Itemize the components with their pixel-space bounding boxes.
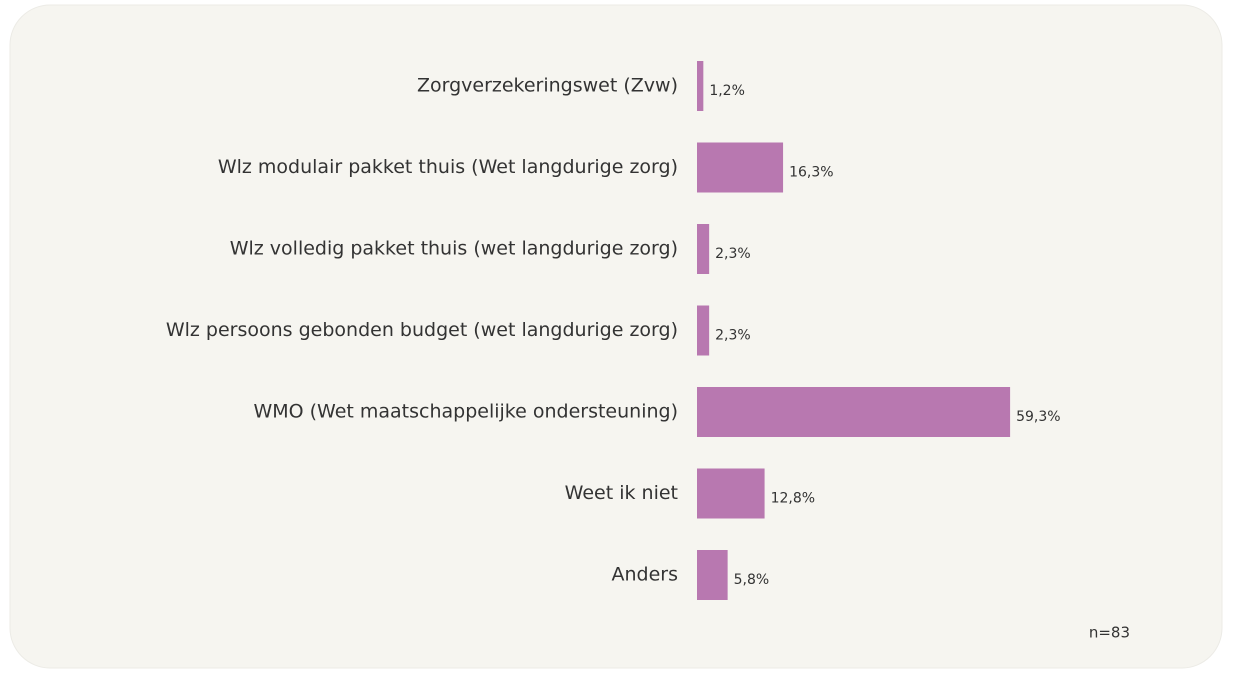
category-label: Zorgverzekeringswet (Zvw) xyxy=(417,75,678,97)
bar xyxy=(697,468,765,519)
value-label: 5,8% xyxy=(734,572,770,588)
bar xyxy=(697,387,1011,437)
value-label: 59,3% xyxy=(1016,409,1060,425)
bar xyxy=(697,142,784,193)
value-label: 12,8% xyxy=(771,491,815,507)
category-label: Anders xyxy=(612,564,679,586)
value-label: 2,3% xyxy=(715,328,751,344)
bar xyxy=(697,305,710,356)
bar xyxy=(697,550,728,600)
value-label: 1,2% xyxy=(709,83,745,99)
sample-size-note: n=83 xyxy=(1089,624,1130,642)
bar xyxy=(697,224,710,274)
card xyxy=(9,4,1223,669)
category-label: Wlz modulair pakket thuis (Wet langdurig… xyxy=(218,156,678,178)
category-label: Weet ik niet xyxy=(565,482,678,504)
value-label: 16,3% xyxy=(789,165,833,181)
value-label: 2,3% xyxy=(715,246,751,262)
category-label: Wlz volledig pakket thuis (wet langdurig… xyxy=(230,238,678,260)
category-label: Wlz persoons gebonden budget (wet langdu… xyxy=(166,319,678,341)
bar xyxy=(697,61,704,111)
category-label: WMO (Wet maatschappelijke ondersteuning) xyxy=(253,401,678,423)
